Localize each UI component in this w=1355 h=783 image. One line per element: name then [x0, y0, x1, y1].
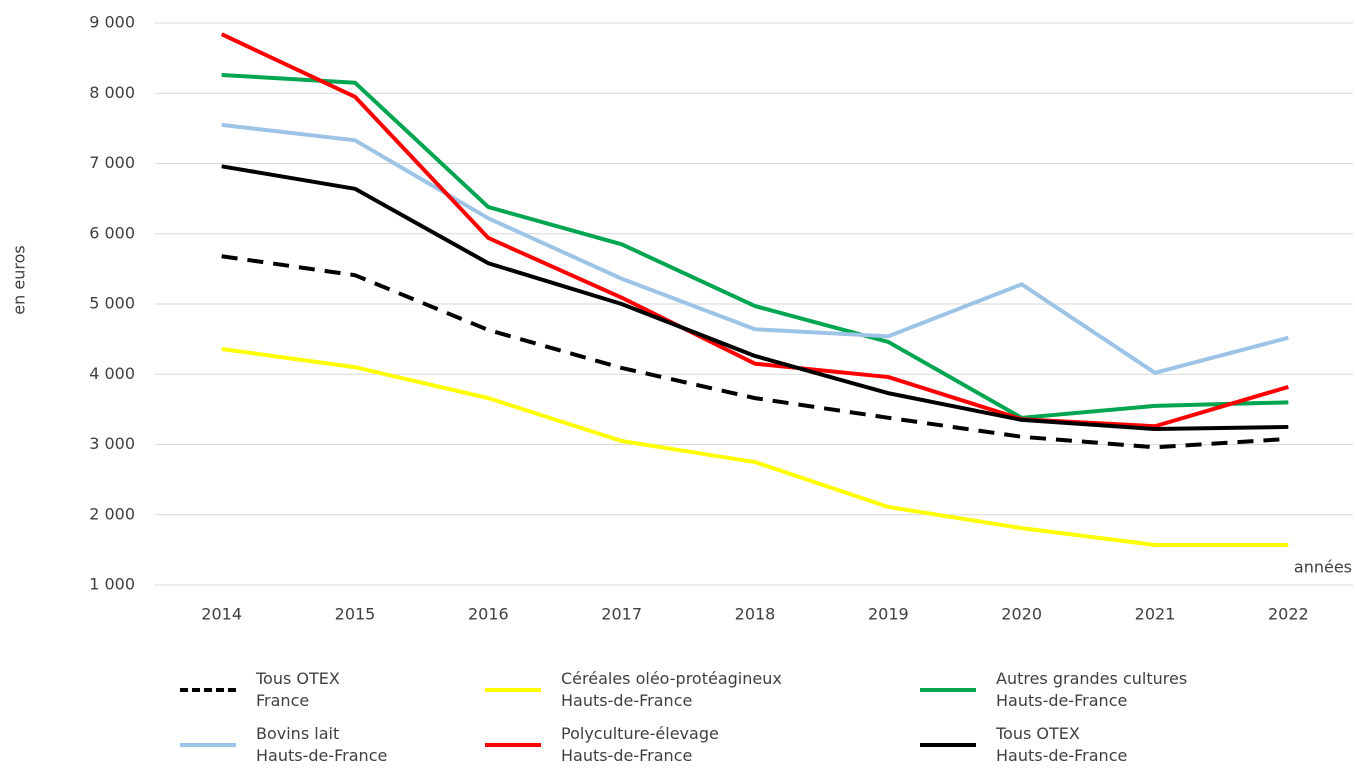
legend-swatch — [920, 743, 976, 747]
legend-label: Polyculture-élevage Hauts-de-France — [561, 724, 719, 765]
legend-item: Bovins lait Hauts-de-France — [180, 723, 387, 767]
y-tick-label: 3 000 — [89, 434, 135, 453]
x-tick-label: 2016 — [468, 605, 509, 624]
series-line — [221, 346, 1289, 547]
y-tick-label: 6 000 — [89, 223, 135, 242]
x-tick-label: 2015 — [335, 605, 376, 624]
legend-label: Bovins lait Hauts-de-France — [256, 724, 388, 765]
y-tick-label: 8 000 — [89, 83, 135, 102]
y-tick-label: 2 000 — [89, 504, 135, 523]
x-tick-label: 2022 — [1268, 605, 1309, 624]
legend-label: Tous OTEX Hauts-de-France — [996, 724, 1128, 765]
x-tick-label: 2019 — [868, 605, 909, 624]
series-line — [221, 164, 1289, 432]
legend-swatch — [180, 688, 236, 692]
y-tick-label: 9 000 — [89, 13, 135, 32]
x-tick-label: 2017 — [601, 605, 642, 624]
series-line — [221, 254, 1289, 450]
legend-swatch — [920, 688, 976, 692]
series-line — [220, 32, 1289, 429]
legend-item: Tous OTEX France — [180, 668, 340, 712]
legend-item: Autres grandes cultures Hauts-de-France — [920, 668, 1187, 712]
legend-label: Céréales oléo-protéagineux Hauts-de-Fran… — [561, 669, 782, 710]
y-tick-label: 5 000 — [89, 294, 135, 313]
series-line — [221, 122, 1289, 375]
y-axis-label: en euros — [10, 245, 29, 314]
y-tick-label: 4 000 — [89, 364, 135, 383]
legend: Tous OTEX France Céréales oléo-protéagine… — [0, 660, 1355, 783]
legend-swatch — [485, 688, 541, 692]
series-line — [221, 72, 1289, 420]
legend-label: Autres grandes cultures Hauts-de-France — [996, 669, 1188, 710]
legend-label: Tous OTEX France — [256, 669, 340, 710]
legend-item: Céréales oléo-protéagineux Hauts-de-Fran… — [485, 668, 782, 712]
y-tick-label: 1 000 — [89, 575, 135, 594]
x-tick-label: 2014 — [201, 605, 242, 624]
chart: en euros années 1 000 2 000 3 000 4 000 5 00… — [10, 13, 1353, 624]
legend-swatch — [485, 743, 541, 747]
legend-item: Tous OTEX Hauts-de-France — [920, 723, 1127, 767]
legend-swatch — [180, 743, 236, 747]
x-axis-label: années — [1294, 558, 1352, 577]
y-tick-label: 7 000 — [89, 153, 135, 172]
x-tick-label: 2020 — [1001, 605, 1042, 624]
legend-item: Polyculture-élevage Hauts-de-France — [485, 723, 719, 767]
x-tick-label: 2018 — [735, 605, 776, 624]
x-tick-label: 2021 — [1135, 605, 1176, 624]
